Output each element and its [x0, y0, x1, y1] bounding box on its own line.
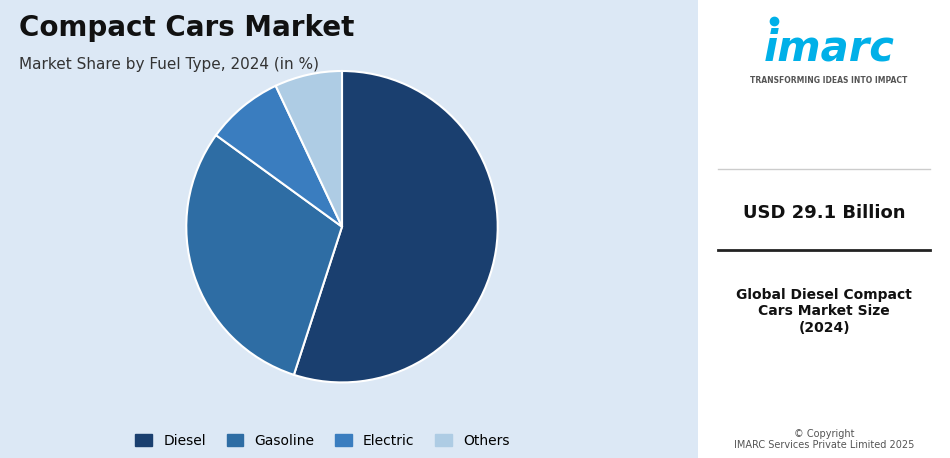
Legend: Diesel, Gasoline, Electric, Others: Diesel, Gasoline, Electric, Others: [130, 428, 515, 453]
Text: Global Diesel Compact
Cars Market Size
(2024): Global Diesel Compact Cars Market Size (…: [736, 288, 912, 335]
Text: Market Share by Fuel Type, 2024 (in %): Market Share by Fuel Type, 2024 (in %): [19, 57, 319, 72]
Text: imarc: imarc: [764, 27, 895, 69]
Text: © Copyright
IMARC Services Private Limited 2025: © Copyright IMARC Services Private Limit…: [734, 429, 914, 451]
Wedge shape: [276, 71, 342, 227]
Wedge shape: [186, 135, 342, 375]
FancyBboxPatch shape: [698, 0, 950, 458]
Text: Compact Cars Market: Compact Cars Market: [19, 14, 354, 42]
Wedge shape: [294, 71, 498, 382]
Text: TRANSFORMING IDEAS INTO IMPACT: TRANSFORMING IDEAS INTO IMPACT: [750, 76, 908, 85]
Wedge shape: [216, 86, 342, 227]
Text: USD 29.1 Billion: USD 29.1 Billion: [743, 204, 905, 222]
